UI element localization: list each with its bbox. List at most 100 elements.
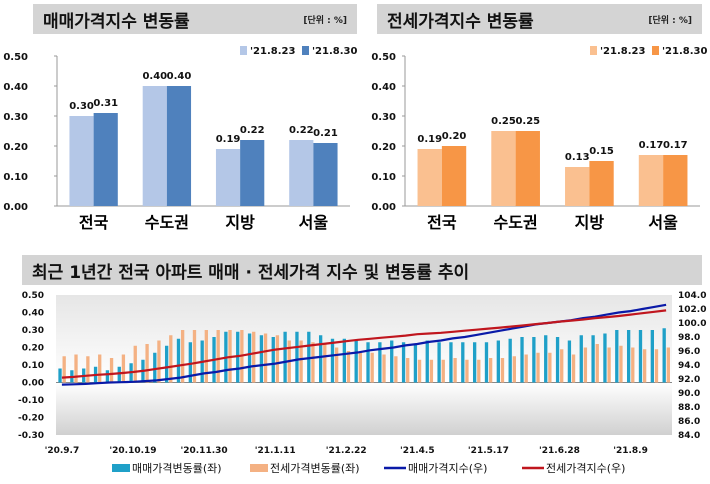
trend-bar [484,342,489,383]
trend-bar [271,337,275,383]
trend-bar [62,356,66,383]
trend-x-tick: '21.4.5 [400,446,435,456]
jeonse-bar [638,155,664,206]
trend-bar [508,338,512,383]
jeonse-y-tick: 0.20 [371,142,396,153]
trend-bar [555,337,560,383]
trend-bar [595,344,599,383]
trend-y-left-tick: 0.50 [22,291,44,301]
trend-legend-swatch [112,464,130,472]
trend-bar [591,335,595,383]
jeonse-y-tick: 0.30 [371,112,396,123]
sale-data-label: 0.22 [240,125,265,136]
trend-bar [330,338,335,383]
sale-bar [240,140,265,206]
sale-data-label: 0.30 [69,101,94,112]
trend-bar [583,347,588,383]
trend-y-right-tick: 90.0 [678,389,700,399]
trend-y-right-tick: 96.0 [678,347,700,357]
trend-x-tick: '21.1.11 [255,446,296,456]
trend-bar [417,359,422,383]
trend-bar [532,337,536,383]
trend-bar [394,356,398,383]
trend-bar [401,342,406,383]
trend-bar [615,330,619,383]
trend-bar [425,340,429,383]
trend-bar [603,333,607,383]
trend-bar [259,335,264,383]
trend-bar [465,359,469,383]
trend-bar [311,342,315,383]
trend-y-right-tick: 98.0 [678,333,700,343]
trend-bar [192,330,197,383]
jeonse-data-label: 0.25 [491,116,516,127]
trend-bar [626,330,631,383]
trend-chart-header: 최근 1년간 전국 아파트 매매 · 전세가격 지수 및 변동률 추이 [22,255,702,285]
trend-y-right-tick: 100.0 [678,319,706,329]
trend-bar [334,347,339,383]
sale-bar [289,140,314,206]
jeonse-data-label: 0.17 [639,140,664,151]
trend-bar [153,352,157,383]
trend-bar [180,330,185,383]
trend-x-tick: '20.11.30 [180,446,227,456]
trend-bar [145,344,149,383]
trend-x-tick: '20.10.19 [109,446,156,456]
jeonse-data-label: 0.15 [589,146,614,157]
sale-chart-header: 매매가격지수 변동률 [단위 : %] [33,4,357,34]
trend-y-left-tick: 0.40 [22,309,44,319]
trend-y-right-tick: 86.0 [678,417,700,427]
sale-category-label: 지방 [225,213,255,232]
trend-legend-label: 매매가격변동률(좌) [132,462,222,475]
trend-y-left-tick: 0.20 [22,344,44,354]
trend-bar [607,347,611,383]
trend-bar [263,333,268,383]
sale-y-tick: 0.00 [3,202,28,213]
trend-x-tick: '20.9.7 [45,446,80,456]
trend-bar [346,351,351,383]
trend-bar [437,342,441,383]
sale-data-label: 0.21 [313,128,338,139]
jeonse-bar [565,167,590,206]
trend-y-left-tick: -0.30 [18,431,44,441]
trend-bar [247,333,252,383]
jeonse-y-tick: 0.00 [371,202,396,213]
trend-bar [500,358,505,383]
trend-bar [157,340,161,383]
sale-y-tick: 0.20 [3,142,28,153]
trend-bar [638,330,643,383]
trend-bar [631,347,635,383]
trend-bar [560,349,564,383]
jeonse-category-label: 전국 [427,213,457,232]
jeonse-data-label: 0.17 [663,140,688,151]
trend-bar [98,354,102,383]
trend-bar [283,331,287,383]
sale-bar [313,143,338,206]
jeonse-category-label: 서울 [648,213,678,232]
sale-bar [93,113,118,206]
trend-bar [354,340,358,383]
sale-bar [166,86,192,206]
sale-y-tick: 0.30 [3,112,28,123]
trend-x-tick: '21.5.17 [468,446,509,456]
sale-legend-swatch [302,46,309,55]
trend-bar [378,342,382,383]
jeonse-bar [441,146,467,206]
trend-y-left-tick: -0.20 [18,414,44,424]
trend-bar [650,330,654,383]
trend-bar [121,354,126,383]
jeonse-legend-swatch [652,46,659,55]
sale-legend-label: '21.8.23 [250,46,295,57]
jeonse-bar [515,131,540,206]
trend-bar [406,358,410,383]
trend-bar [520,337,524,383]
jeonse-bar [589,161,614,206]
trend-bar [366,342,370,383]
jeonse-y-tick: 0.10 [371,172,396,183]
trend-bar [74,354,78,383]
trend-bar [176,338,181,383]
trend-legend-swatch [250,464,268,472]
jeonse-legend-label: '21.8.23 [600,46,645,57]
jeonse-category-label: 지방 [575,213,605,232]
trend-bar [413,344,418,383]
